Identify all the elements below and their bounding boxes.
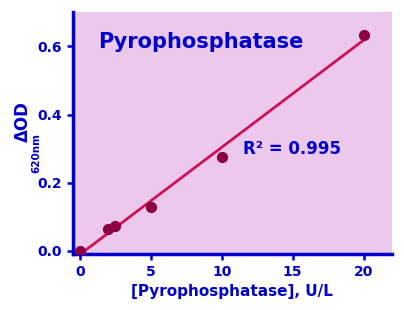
Text: R² = 0.995: R² = 0.995 [243,140,341,158]
Point [219,155,225,160]
Text: 620nm: 620nm [31,133,41,173]
Text: Pyrophosphatase: Pyrophosphatase [98,32,304,52]
Point [112,224,118,229]
Point [147,204,154,209]
Point [360,32,367,37]
Text: ΔOD: ΔOD [14,101,32,142]
Point [77,248,83,253]
X-axis label: [Pyrophosphatase], U/L: [Pyrophosphatase], U/L [131,284,333,299]
Point [105,226,112,231]
